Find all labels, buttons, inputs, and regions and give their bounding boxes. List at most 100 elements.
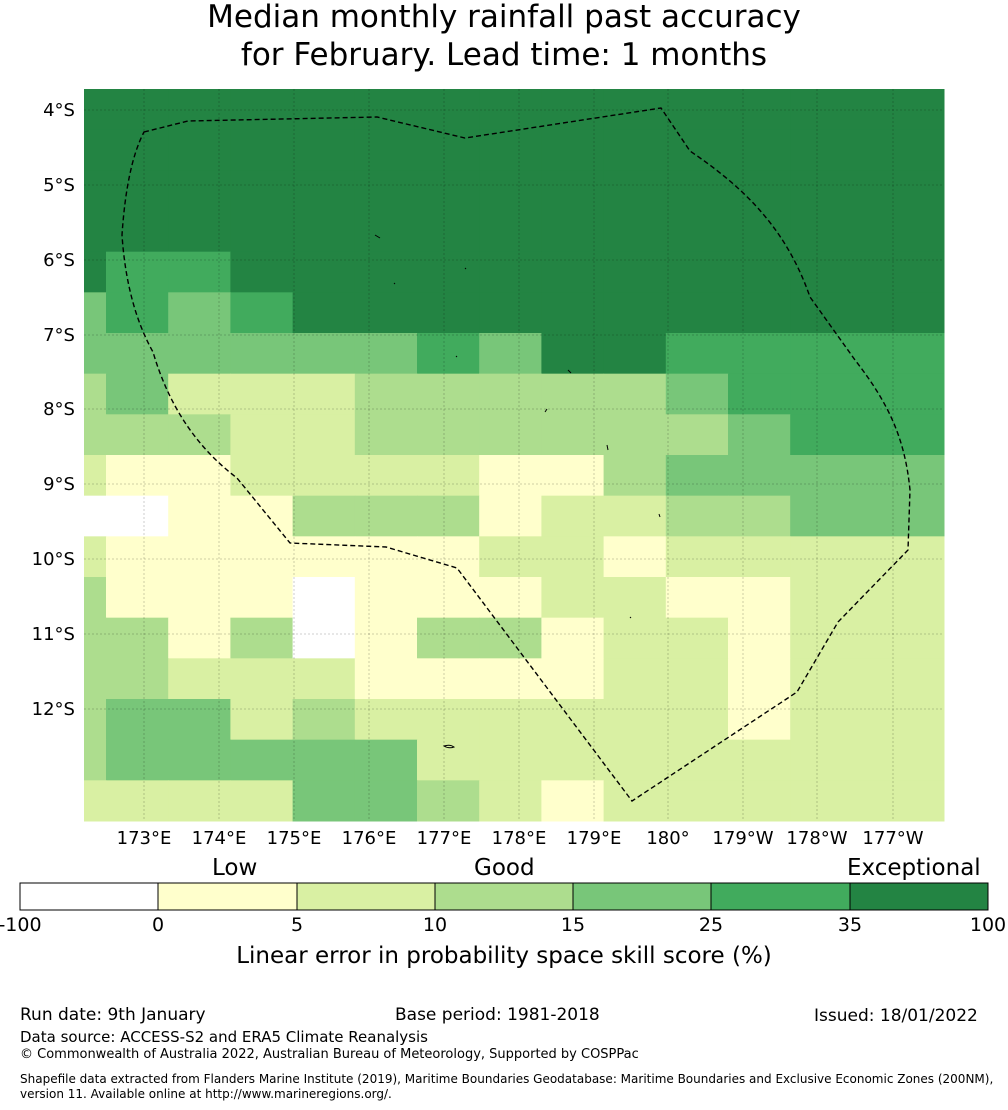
grid-cell [84, 211, 107, 253]
grid-cell [728, 333, 791, 375]
grid-cell [541, 617, 605, 659]
island [629, 616, 632, 619]
grid-cell [106, 577, 169, 619]
grid-cell [665, 536, 729, 578]
grid-cell [417, 211, 480, 253]
grid-cell [665, 658, 729, 700]
grid-cell [541, 414, 605, 456]
grid-cell [479, 373, 542, 415]
grid-cell [790, 699, 945, 741]
grid-cell [790, 129, 945, 171]
grid-cell [84, 780, 107, 822]
latitude-label: 9°S [43, 474, 75, 495]
grid-cell [417, 333, 480, 375]
grid-cell [665, 89, 729, 131]
grid-cell [417, 536, 480, 578]
grid-cell [665, 699, 729, 741]
grid-cell [84, 455, 107, 497]
colorbar-swatch [435, 883, 573, 910]
grid-cell [603, 780, 667, 822]
grid-cell [230, 780, 294, 822]
grid-cell [354, 577, 418, 619]
grid-cell [728, 495, 791, 537]
grid-cell [84, 577, 107, 619]
grid-cell [168, 170, 231, 212]
grid-cell [168, 577, 231, 619]
colorbar [19, 882, 989, 911]
grid-cell [354, 373, 418, 415]
map-title-line-1: Median monthly rainfall past accuracy [207, 0, 801, 35]
grid-cell [479, 658, 542, 700]
skill-grid [84, 89, 945, 822]
grid-cell [230, 414, 294, 456]
grid-cell [479, 129, 542, 171]
grid-cell [728, 129, 791, 171]
longitude-labels: 173°E 174°E 175°E 176°E 177°E 178°E 179°E 180° 1… [117, 828, 924, 849]
grid-cell [168, 617, 231, 659]
island [374, 234, 381, 239]
grid-cell [728, 577, 791, 619]
island [393, 282, 396, 285]
colorbar-swatch [20, 883, 158, 910]
grid-cell [790, 536, 945, 578]
colorbar-tick: 25 [698, 914, 724, 936]
grid-cell [168, 658, 231, 700]
grid-cell [354, 89, 418, 131]
grid-cell [417, 739, 480, 781]
grid-cell [84, 536, 107, 578]
longitude-label: 177°W [862, 828, 923, 849]
grid-cell [541, 211, 605, 253]
grid-cell [790, 577, 945, 619]
grid-cell [84, 617, 107, 659]
grid-cell [230, 170, 294, 212]
longitude-label: 175°E [267, 828, 322, 849]
eez-boundary [121, 107, 911, 802]
grid-cell [728, 739, 791, 781]
grid-cell [106, 333, 169, 375]
grid-cell [354, 414, 418, 456]
grid-cell [541, 739, 605, 781]
grid-cell [790, 211, 945, 253]
grid-cell [106, 170, 169, 212]
island [464, 267, 467, 270]
grid-cell [417, 89, 480, 131]
grid-cell [168, 129, 231, 171]
grid-cell [541, 333, 605, 375]
grid-cell [728, 89, 791, 131]
grid-cell [790, 455, 945, 497]
grid-cell [479, 292, 542, 334]
grid-cell [541, 455, 605, 497]
grid-cell [728, 292, 791, 334]
grid-cell [541, 536, 605, 578]
grid-cell [603, 658, 667, 700]
grid-cell [728, 373, 791, 415]
longitude-label: 173°E [117, 828, 172, 849]
grid-cell [106, 780, 169, 822]
category-exceptional: Exceptional [847, 855, 981, 881]
latitude-label: 11°S [32, 624, 75, 645]
colorbar-label: Linear error in probability space skill … [236, 943, 772, 969]
grid-cell [479, 739, 542, 781]
grid-cell [230, 292, 294, 334]
grid-cell [230, 455, 294, 497]
grid-cell [417, 251, 480, 293]
grid-cell [292, 495, 356, 537]
grid-cell [84, 251, 107, 293]
grid-cell [728, 617, 791, 659]
grid-cell [417, 129, 480, 171]
grid-cell [603, 129, 667, 171]
grid-cell [603, 455, 667, 497]
grid-cell [790, 292, 945, 334]
grid-cell [603, 333, 667, 375]
grid-cell [728, 780, 791, 822]
grid-cell [541, 699, 605, 741]
grid-cell [417, 617, 480, 659]
grid-cell [728, 170, 791, 212]
grid-cell [354, 739, 418, 781]
grid-cell [728, 699, 791, 741]
grid-cell [665, 170, 729, 212]
latitude-label: 12°S [32, 699, 75, 720]
grid-cell [665, 211, 729, 253]
grid-cell [790, 333, 945, 375]
